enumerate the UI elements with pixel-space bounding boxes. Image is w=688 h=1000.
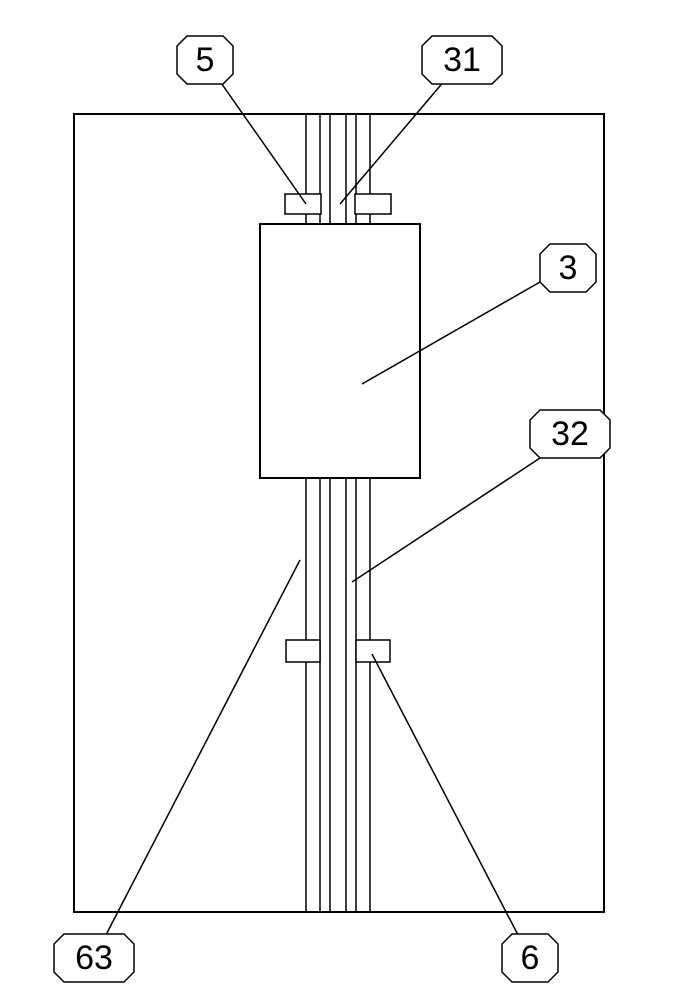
bottom-cap-left <box>286 640 320 662</box>
diagram-canvas: 5 31 3 32 63 6 <box>0 0 688 1000</box>
leader-6 <box>372 654 518 934</box>
bottom-cap-right <box>356 640 390 662</box>
label-text-6: 6 <box>521 939 540 977</box>
top-cap-right <box>355 194 391 214</box>
label-text-63: 63 <box>75 939 113 977</box>
label-text-32: 32 <box>551 415 589 453</box>
body-block <box>260 224 420 478</box>
label-text-31: 31 <box>443 41 481 79</box>
leader-5 <box>222 84 306 204</box>
label-text-5: 5 <box>196 41 215 79</box>
label-text-3: 3 <box>559 249 578 287</box>
leader-63 <box>106 560 300 934</box>
top-cap-left <box>285 194 321 214</box>
